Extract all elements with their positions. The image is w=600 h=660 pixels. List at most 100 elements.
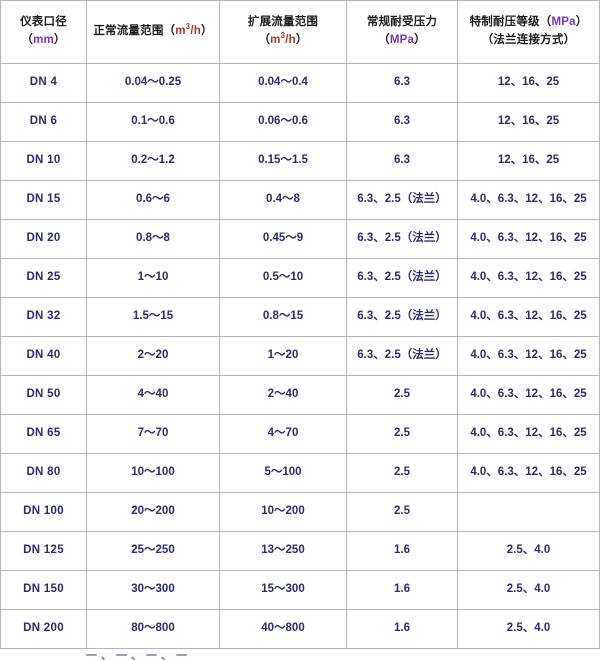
cell-diameter: DN 100	[0, 492, 87, 532]
clipped-footer-text: 一、一、一、一	[0, 652, 600, 660]
cell-normal-flow: 1～10	[86, 258, 220, 298]
cell-special-pressure: 4.0、6.3、12、16、25	[457, 219, 600, 259]
cell-normal-pressure: 6.3、2.5（法兰）	[346, 258, 458, 298]
cell-special-pressure: 4.0、6.3、12、16、25	[457, 453, 600, 493]
cell-normal-pressure: 6.3、2.5（法兰）	[346, 219, 458, 259]
cell-normal-flow: 0.8～8	[86, 219, 220, 259]
cell-normal-flow: 0.6～6	[86, 180, 220, 220]
cell-normal-pressure: 1.6	[346, 531, 458, 571]
cell-special-pressure: 2.5、4.0	[457, 531, 600, 571]
cell-special-pressure: 4.0、6.3、12、16、25	[457, 258, 600, 298]
cell-normal-pressure: 6.3	[346, 102, 458, 142]
cell-extended-flow: 0.15～1.5	[219, 141, 347, 181]
cell-normal-flow: 2～20	[86, 336, 220, 376]
header-text-normal-pressure-tail: ）	[414, 34, 426, 46]
header-text-normal-flow-main: 正常流量范围（	[93, 25, 176, 38]
header-unit-mpa-special: MPa	[551, 16, 576, 29]
cell-normal-pressure: 2.5	[346, 492, 458, 532]
header-unit-mpa-normal: MPa	[389, 34, 415, 46]
header-text-special-pressure-tail: ）（法兰连接方式）	[481, 16, 588, 46]
table-row: DN 100 20～200 10～200 2.5	[0, 492, 600, 532]
cell-normal-pressure: 1.6	[346, 609, 458, 649]
cell-special-pressure: 4.0、6.3、12、16、25	[457, 180, 600, 220]
column-header-diameter: 仪表口径（mm）	[0, 0, 87, 64]
cell-extended-flow: 5～100	[219, 453, 347, 493]
table-row: DN 50 4～40 2～40 2.5 4.0、6.3、12、16、25	[0, 375, 600, 415]
table-row: DN 150 30～300 15～300 1.6 2.5、4.0	[0, 570, 600, 610]
cell-special-pressure: 12、16、25	[457, 102, 600, 142]
cell-normal-flow: 10～100	[86, 453, 220, 493]
cell-normal-pressure: 6.3	[346, 63, 458, 103]
cell-normal-flow: 0.2～1.2	[86, 141, 220, 181]
cell-extended-flow: 0.04～0.4	[219, 63, 347, 103]
cell-normal-flow: 20～200	[86, 492, 220, 532]
cell-special-pressure: 12、16、25	[457, 141, 600, 181]
cell-normal-pressure: 2.5	[346, 414, 458, 454]
header-row: 仪表口径（mm） 正常流量范围（m3/h） 扩展流量范围（m3/h） 常规耐受压…	[0, 0, 600, 64]
cell-normal-pressure: 1.6	[346, 570, 458, 610]
cell-special-pressure	[457, 492, 600, 532]
table-body: DN 4 0.04～0.25 0.04～0.4 6.3 12、16、25 DN 6 0.1～…	[0, 63, 600, 649]
unit-base-m-extended: m	[270, 34, 281, 46]
header-unit-cubic-meter-per-hour-extended: m3/h	[270, 31, 296, 46]
cell-diameter: DN 40	[0, 336, 87, 376]
cell-normal-pressure: 6.3、2.5（法兰）	[346, 297, 458, 337]
cell-normal-pressure: 6.3、2.5（法兰）	[346, 180, 458, 220]
unit-exponent-3-normal: 3	[185, 22, 191, 32]
cell-diameter: DN 10	[0, 141, 87, 181]
cell-diameter: DN 125	[0, 531, 87, 571]
table-row: DN 65 7～70 4～70 2.5 4.0、6.3、12、16、25	[0, 414, 600, 454]
cell-diameter: DN 50	[0, 375, 87, 415]
unit-base-m-normal: m	[175, 25, 186, 38]
cell-diameter: DN 25	[0, 258, 87, 298]
cell-extended-flow: 0.8～15	[219, 297, 347, 337]
cell-normal-pressure: 6.3	[346, 141, 458, 181]
table-row: DN 40 2～20 1～20 6.3、2.5（法兰） 4.0、6.3、12、16、25	[0, 336, 600, 376]
unit-tail-per-hour-normal: /h	[190, 25, 201, 38]
table-row: DN 125 25～250 13～250 1.6 2.5、4.0	[0, 531, 600, 571]
cell-diameter: DN 6	[0, 102, 87, 142]
header-text-diameter-tail: ）	[53, 34, 66, 46]
column-header-special-pressure: 特制耐压等级（MPa）（法兰连接方式）	[457, 0, 600, 64]
cell-diameter: DN 200	[0, 609, 87, 649]
unit-exponent-3-extended: 3	[280, 31, 286, 41]
cell-extended-flow: 4～70	[219, 414, 347, 454]
cell-special-pressure: 2.5、4.0	[457, 609, 600, 649]
cell-extended-flow: 1～20	[219, 336, 347, 376]
header-text-extended-flow-main: 扩展流量范围（	[247, 16, 319, 46]
cell-normal-flow: 0.1～0.6	[86, 102, 220, 142]
cell-normal-flow: 30～300	[86, 570, 220, 610]
header-unit-mm: mm	[33, 34, 54, 46]
cell-diameter: DN 80	[0, 453, 87, 493]
cell-extended-flow: 0.45～9	[219, 219, 347, 259]
cell-special-pressure: 4.0、6.3、12、16、25	[457, 414, 600, 454]
table-row: DN 20 0.8～8 0.45～9 6.3、2.5（法兰） 4.0、6.3、12、16…	[0, 219, 600, 259]
column-header-normal-flow: 正常流量范围（m3/h）	[86, 0, 220, 64]
table-row: DN 15 0.6～6 0.4～8 6.3、2.5（法兰） 4.0、6.3、12、16、…	[0, 180, 600, 220]
cell-diameter: DN 150	[0, 570, 87, 610]
cell-normal-flow: 4～40	[86, 375, 220, 415]
column-header-extended-flow: 扩展流量范围（m3/h）	[219, 0, 347, 64]
cell-extended-flow: 10～200	[219, 492, 347, 532]
cell-extended-flow: 2～40	[219, 375, 347, 415]
cell-normal-flow: 7～70	[86, 414, 220, 454]
cell-extended-flow: 15～300	[219, 570, 347, 610]
header-text-special-pressure-main: 特制耐压等级（	[469, 16, 552, 29]
header-text-extended-flow-tail: ）	[295, 34, 308, 46]
cell-diameter: DN 32	[0, 297, 87, 337]
cell-extended-flow: 40～800	[219, 609, 347, 649]
cell-extended-flow: 13～250	[219, 531, 347, 571]
cell-special-pressure: 2.5、4.0	[457, 570, 600, 610]
cell-normal-pressure: 2.5	[346, 375, 458, 415]
cell-special-pressure: 4.0、6.3、12、16、25	[457, 297, 600, 337]
header-text-normal-flow-tail: ）	[200, 25, 213, 38]
cell-special-pressure: 12、16、25	[457, 63, 600, 103]
cell-special-pressure: 4.0、6.3、12、16、25	[457, 336, 600, 376]
table-row: DN 80 10～100 5～100 2.5 4.0、6.3、12、16、25	[0, 453, 600, 493]
cell-normal-flow: 0.04～0.25	[86, 63, 220, 103]
cell-diameter: DN 4	[0, 63, 87, 103]
table-header: 仪表口径（mm） 正常流量范围（m3/h） 扩展流量范围（m3/h） 常规耐受压…	[0, 0, 600, 64]
cell-extended-flow: 0.5～10	[219, 258, 347, 298]
table-row: DN 6 0.1～0.6 0.06～0.6 6.3 12、16、25	[0, 102, 600, 142]
